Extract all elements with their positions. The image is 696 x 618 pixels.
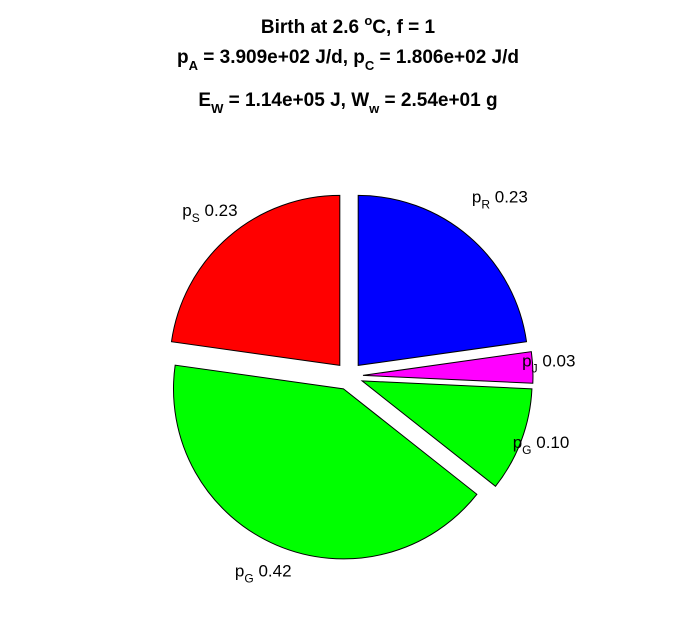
pie-slice-pg-3 (173, 364, 478, 560)
pie-slice-pj-1 (362, 351, 534, 384)
pie-slice-pg-2 (360, 380, 533, 488)
pie-label-0: pR 0.23 (472, 187, 528, 211)
pie-slice-pr-0 (357, 194, 528, 367)
chart-title-line3: EW = 1.14e+05 J, Ww = 2.54e+01 g (198, 90, 497, 116)
chart-title-line2: pA = 3.909e+02 J/d, pC = 1.806e+02 J/d (177, 47, 519, 73)
pie-slices (170, 194, 534, 560)
pie-label-2: pG 0.10 (513, 433, 570, 457)
pie-label-3: pG 0.42 (235, 561, 292, 585)
pie-label-1: pJ 0.03 (522, 352, 575, 376)
chart-title-line1: Birth at 2.6 oC, f = 1 (261, 13, 436, 38)
pie-labels: pR 0.23 pJ 0.03 pG 0.10 pG 0.42 pS 0.23 (182, 187, 575, 585)
pie-label-4: pS 0.23 (182, 201, 237, 225)
pie-slice-ps-4 (170, 194, 341, 367)
